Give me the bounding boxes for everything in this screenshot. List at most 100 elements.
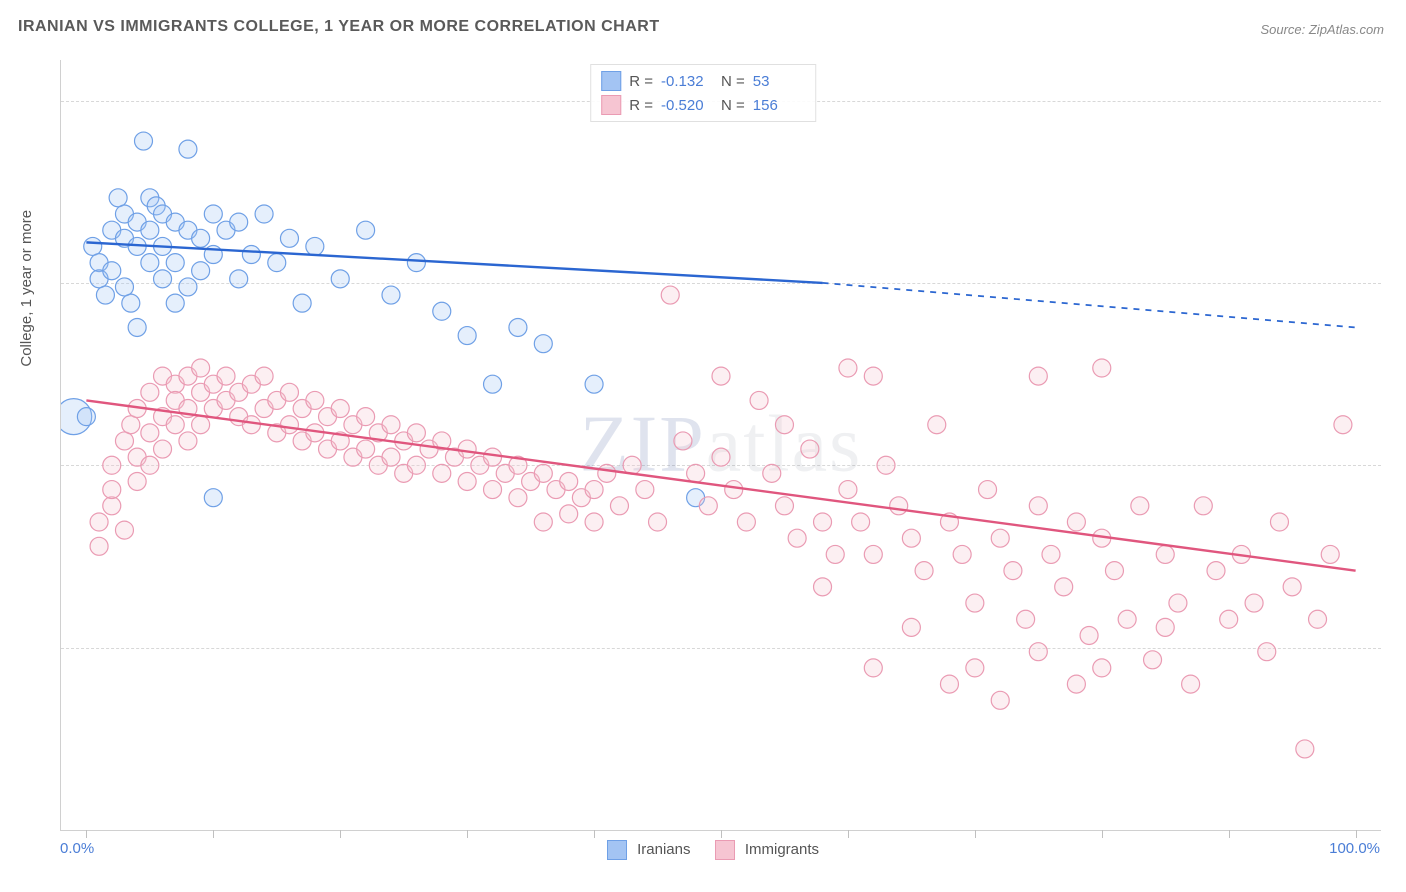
scatter-point [103,497,121,515]
scatter-point [915,562,933,580]
scatter-point [90,513,108,531]
scatter-point [115,521,133,539]
y-tick-label: 77.5% [1391,274,1406,291]
scatter-point [115,278,133,296]
scatter-point [242,246,260,264]
scatter-point [560,505,578,523]
scatter-point [1245,594,1263,612]
source-attribution: Source: ZipAtlas.com [1260,22,1384,37]
r-label-2: R = [629,97,653,114]
r-value-1: -0.132 [661,73,713,90]
scatter-point [1042,545,1060,563]
x-tick [594,830,595,838]
scatter-point [814,578,832,596]
scatter-point [979,481,997,499]
scatter-point [141,456,159,474]
scatter-point [1029,367,1047,385]
scatter-point [242,416,260,434]
scatter-point [331,270,349,288]
scatter-point [585,481,603,499]
scatter-point [407,456,425,474]
scatter-point [534,335,552,353]
scatter-point [255,205,273,223]
scatter-point [610,497,628,515]
x-tick [340,830,341,838]
scatter-point [103,481,121,499]
scatter-point [1017,610,1035,628]
scatter-point [839,359,857,377]
y-tick-label: 32.5% [1391,639,1406,656]
scatter-point [192,359,210,377]
n-value-2: 156 [753,97,805,114]
scatter-point [179,432,197,450]
scatter-point [230,213,248,231]
scatter-point [1220,610,1238,628]
scatter-point [1270,513,1288,531]
scatter-point [775,497,793,515]
scatter-point [141,221,159,239]
x-tick [86,830,87,838]
scatter-point [1283,578,1301,596]
scatter-point [331,400,349,418]
scatter-point [192,262,210,280]
x-tick [213,830,214,838]
scatter-point [953,545,971,563]
x-tick [848,830,849,838]
scatter-point [1156,618,1174,636]
scatter-point [382,286,400,304]
y-axis-title: College, 1 year or more [18,210,35,367]
r-label: R = [629,73,653,90]
scatter-point [122,416,140,434]
scatter-point [775,416,793,434]
scatter-point [77,408,95,426]
scatter-point [141,383,159,401]
scatter-point [864,545,882,563]
scatter-point [928,416,946,434]
scatter-point [737,513,755,531]
scatter-point [966,594,984,612]
scatter-point [1004,562,1022,580]
scatter-point [661,286,679,304]
legend-row-immigrants: R = -0.520 N = 156 [601,93,805,117]
correlation-legend: R = -0.132 N = 53 R = -0.520 N = 156 [590,64,816,122]
scatter-point [306,237,324,255]
scatter-point [674,432,692,450]
scatter-point [1105,562,1123,580]
scatter-point [852,513,870,531]
scatter-point [96,286,114,304]
scatter-point [293,294,311,312]
x-tick [975,830,976,838]
scatter-point [141,424,159,442]
scatter-point [509,489,527,507]
scatter-point [940,675,958,693]
scatter-point [192,416,210,434]
scatter-point [179,278,197,296]
scatter-point [122,294,140,312]
scatter-point [712,448,730,466]
scatter-point [128,472,146,490]
scatter-point [585,375,603,393]
legend-swatch-immigrants [601,95,621,115]
scatter-point [1067,675,1085,693]
scatter-point [433,464,451,482]
scatter-point [192,229,210,247]
scatter-point [902,529,920,547]
x-tick [1229,830,1230,838]
scatter-point [1080,626,1098,644]
scatter-point [1055,578,1073,596]
scatter-point [382,448,400,466]
scatter-point [84,237,102,255]
scatter-point [1258,643,1276,661]
y-tick-label: 100.0% [1391,92,1406,109]
scatter-point [357,408,375,426]
scatter-point [128,318,146,336]
scatter-point [1182,675,1200,693]
scatter-point [864,367,882,385]
scatter-point [103,456,121,474]
scatter-point [902,618,920,636]
legend-swatch-iranians [601,71,621,91]
scatter-point [141,254,159,272]
scatter-point [230,270,248,288]
scatter-point [179,140,197,158]
scatter-point [750,391,768,409]
